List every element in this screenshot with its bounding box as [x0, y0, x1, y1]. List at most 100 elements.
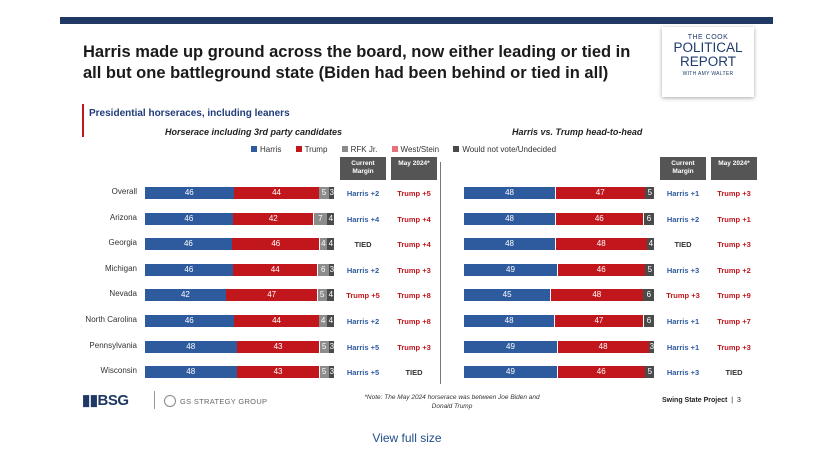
row-label-michigan: Michigan	[104, 263, 137, 273]
footer-note: *Note: The May 2024 horserace was betwee…	[364, 394, 540, 410]
legend-item-rfk: RFK Jr.	[341, 145, 377, 154]
may-2024-value: Trump +4	[397, 240, 431, 250]
bar-segment-trump: 43	[237, 366, 320, 379]
bar-segment-harris: 46	[145, 187, 234, 199]
legend-swatch	[391, 146, 398, 152]
row-label-georgia: Georgia	[108, 238, 137, 248]
bsg-text: BSG	[97, 392, 130, 409]
bar-segment-harris: 42	[145, 289, 226, 302]
may-2024-value: Trump +9	[717, 291, 751, 301]
may-2024-value: Trump +5	[397, 189, 431, 198]
bar-segment-trump: 44	[234, 187, 319, 199]
legend-label: Harris	[260, 145, 282, 154]
bar-segment-trump: 48	[555, 238, 647, 251]
row-label-arizona: Arizona	[109, 212, 137, 222]
bar-segment-harris: 49	[464, 263, 557, 276]
top-accent-bar	[60, 17, 773, 24]
may-2024-value: Trump +1	[717, 214, 751, 224]
bar-segment-harris: 46	[145, 315, 234, 327]
legend-item-trump: Trump	[295, 145, 328, 154]
current-margin-value: TIED	[674, 240, 692, 250]
legend-swatch	[341, 146, 348, 152]
may-2024-value: Trump +8	[397, 291, 431, 301]
legend-label: Trump	[304, 145, 328, 154]
may-2024-value: Trump +8	[397, 317, 431, 326]
bar-segment-would-not-vote-undecided: 3	[329, 187, 335, 199]
bar-segment-harris: 46	[145, 238, 232, 251]
bar-segment-would-not-vote-undecided: 3	[329, 366, 335, 379]
bar-segment-harris: 48	[145, 340, 237, 353]
bar-segment-rfk-jr-: 4	[319, 238, 327, 251]
row-label-overall: Overall	[111, 187, 137, 196]
legend-item-harris: Harris	[251, 145, 281, 154]
current-margin-value: Harris +5	[346, 368, 380, 378]
bar-segment-would-not-vote-undecided: 6	[643, 212, 655, 225]
bar-segment-would-not-vote-undecided: 6	[643, 315, 655, 327]
current-margin-value: Harris +3	[666, 368, 700, 378]
bar-segment-rfk-jr-: 4	[319, 315, 327, 327]
bar-segment-rfk-jr-: 7	[313, 212, 327, 225]
legend-label: West/Stein	[400, 145, 440, 154]
right-may-2024-header: May 2024*	[711, 157, 757, 180]
bar-segment-trump: 46	[555, 212, 643, 225]
bar-segment-would-not-vote-undecided: 4	[327, 289, 335, 302]
legend-swatch	[295, 146, 302, 152]
bar-segment-rfk-jr-: 5	[317, 289, 327, 302]
bar-segment-would-not-vote-undecided: 5	[645, 366, 655, 379]
right-current-margin-header: Current Margin	[660, 157, 706, 180]
current-margin-value: Harris +3	[666, 265, 700, 275]
project-name: Swing State Project	[662, 397, 728, 404]
bar-segment-harris: 48	[145, 366, 237, 379]
bar-segment-would-not-vote-undecided: 4	[647, 238, 655, 251]
legend-item-undecided: Would not vote/Undecided	[453, 145, 556, 154]
may-2024-value: Trump +3	[397, 265, 431, 275]
bar-segment-would-not-vote-undecided: 3	[329, 340, 335, 353]
row-label-pennsylvania: Pennsylvania	[89, 340, 137, 350]
legend-item-west-stein: West/Stein	[391, 145, 440, 154]
current-margin-value: Harris +1	[666, 317, 700, 326]
bar-segment-harris: 48	[464, 212, 556, 225]
bar-segment-rfk-jr-: 5	[319, 340, 329, 353]
current-margin-value: Harris +1	[666, 189, 700, 198]
right-chart-title: Harris vs. Trump head-to-head	[512, 127, 643, 137]
logo-line3: REPORT	[679, 54, 736, 69]
bar-segment-trump: 48	[557, 340, 649, 353]
may-2024-value: Trump +4	[397, 214, 431, 224]
row-label-wisconsin: Wisconsin	[100, 366, 137, 376]
bar-segment-would-not-vote-undecided: 4	[327, 315, 335, 327]
legend-swatch	[251, 146, 257, 152]
bar-segment-trump: 47	[226, 289, 317, 302]
logo-line2: POLITICAL	[673, 40, 743, 55]
bar-segment-trump: 46	[557, 263, 645, 276]
current-margin-value: Trump +5	[346, 291, 380, 301]
current-margin-value: Harris +2	[346, 317, 380, 326]
bar-segment-rfk-jr-: 6	[317, 263, 329, 276]
bar-segment-would-not-vote-undecided: 5	[645, 263, 655, 276]
bar-segment-trump: 48	[550, 289, 643, 302]
bar-segment-trump: 43	[237, 340, 320, 353]
current-margin-value: Harris +5	[346, 342, 380, 352]
page-title: Harris made up ground across the board, …	[83, 43, 631, 82]
bar-segment-would-not-vote-undecided: 3	[329, 263, 335, 276]
bar-segment-harris: 46	[145, 212, 233, 225]
bar-segment-harris: 48	[464, 187, 556, 199]
bar-segment-would-not-vote-undecided: 5	[645, 187, 655, 199]
bar-segment-trump: 46	[232, 238, 320, 251]
logo-divider	[154, 391, 155, 409]
view-full-size-link[interactable]: View full size	[372, 431, 442, 445]
subtitle-accent	[82, 104, 84, 137]
footer-project: Swing State Project | 3	[662, 397, 741, 404]
may-2024-value: Trump +3	[717, 240, 751, 250]
bar-segment-harris: 46	[145, 263, 233, 276]
bar-segment-harris: 49	[464, 340, 557, 353]
may-2024-value: TIED	[725, 368, 743, 378]
bar-segment-trump: 44	[234, 315, 319, 327]
chart-legend: Harris Trump RFK Jr. West/Stein Would no…	[251, 145, 568, 154]
current-margin-value: Harris +1	[666, 342, 700, 352]
bsg-logo: ▮▮BSG	[82, 392, 130, 409]
bar-segment-harris: 48	[464, 315, 555, 327]
panel-divider	[440, 162, 441, 384]
may-2024-value: Trump +2	[717, 265, 751, 275]
gs-mark-icon	[164, 395, 176, 407]
current-margin-value: TIED	[354, 240, 372, 250]
